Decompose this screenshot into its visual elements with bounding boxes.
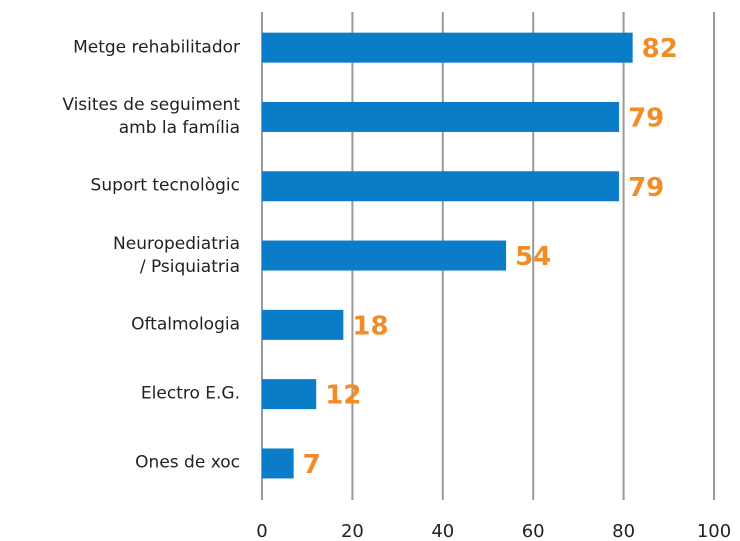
value-label: 18 [352,311,388,341]
value-label: 12 [325,381,361,411]
x-tick-label: 60 [522,521,545,541]
x-tick-label: 0 [256,521,267,541]
bar [262,309,344,340]
bar [262,448,294,479]
category-label: Visites de seguiment amb la família [62,94,240,138]
x-tick-label: 20 [341,521,364,541]
category-label: Ones de xoc [135,452,240,473]
category-label: Oftalmologia [131,314,240,335]
value-label: 54 [515,242,551,272]
x-tick-label: 80 [612,521,635,541]
value-label: 82 [642,34,678,64]
category-label: Suport tecnològic [90,175,240,196]
category-label: Electro E.G. [140,383,240,404]
bar [262,101,620,132]
x-tick-label: 40 [431,521,454,541]
x-tick-label: 100 [697,521,731,541]
value-label: 7 [303,450,321,480]
value-label: 79 [628,173,664,203]
category-label: Metge rehabilitador [73,37,240,58]
bar [262,240,507,271]
category-label: Neuropediatria / Psiquiatria [113,233,240,277]
bar [262,171,620,202]
bar [262,32,633,63]
value-label: 79 [628,103,664,133]
bar [262,379,317,410]
